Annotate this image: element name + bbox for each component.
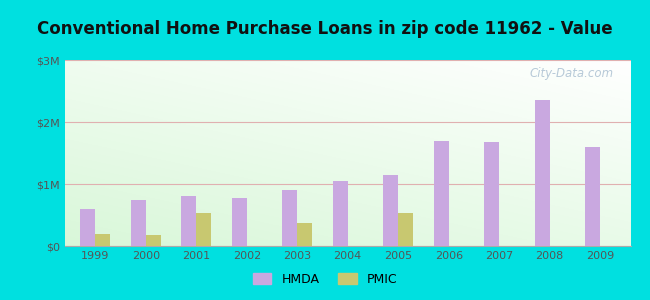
Bar bbox=[434, 141, 448, 246]
Bar bbox=[282, 190, 297, 246]
Bar bbox=[333, 181, 348, 246]
Bar bbox=[196, 213, 211, 246]
Bar bbox=[231, 198, 247, 246]
Bar bbox=[146, 235, 161, 246]
Bar bbox=[131, 200, 146, 246]
Bar bbox=[80, 209, 96, 246]
Bar bbox=[96, 234, 111, 246]
Bar bbox=[484, 142, 499, 246]
Bar bbox=[534, 100, 550, 246]
Bar bbox=[383, 175, 398, 246]
Bar bbox=[585, 147, 600, 246]
Bar bbox=[398, 213, 413, 246]
Text: Conventional Home Purchase Loans in zip code 11962 - Value: Conventional Home Purchase Loans in zip … bbox=[37, 20, 613, 38]
Bar bbox=[297, 223, 313, 246]
Bar bbox=[181, 196, 196, 246]
Text: City-Data.com: City-Data.com bbox=[529, 68, 614, 80]
Legend: HMDA, PMIC: HMDA, PMIC bbox=[248, 268, 402, 291]
